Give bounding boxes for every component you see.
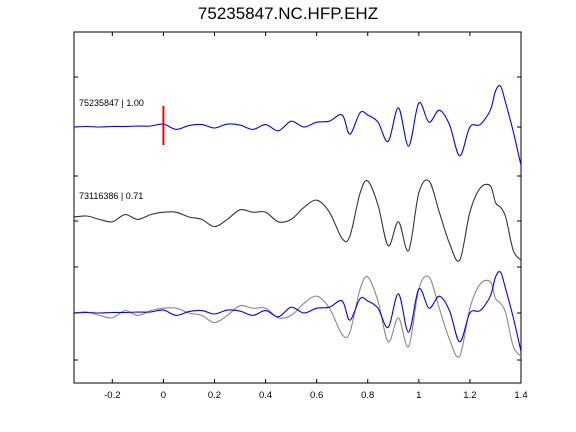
x-tick-label: 0.8	[361, 390, 374, 401]
x-tick-label: 1	[416, 390, 421, 401]
trace-primary-line	[73, 85, 522, 166]
trace-secondary-label: 73116386 | 0.71	[79, 191, 143, 201]
x-tick-label: 0.4	[259, 390, 272, 401]
trace-secondary-line	[73, 179, 522, 262]
x-tick-label: 0	[161, 390, 166, 401]
x-tick-label: 1.4	[514, 390, 527, 401]
x-tick-label: 0.2	[208, 390, 221, 401]
x-tick-label: -0.2	[104, 390, 120, 401]
plot-frame	[73, 31, 522, 384]
x-tick-label: 1.2	[463, 390, 476, 401]
overlay-secondary-line	[73, 275, 522, 358]
chart-title: 75235847.NC.HFP.EHZ	[197, 4, 379, 23]
trace-primary-label: 75235847 | 1.00	[79, 98, 144, 108]
overlay-primary-line	[73, 271, 522, 352]
x-tick-label: 0.6	[310, 390, 323, 401]
